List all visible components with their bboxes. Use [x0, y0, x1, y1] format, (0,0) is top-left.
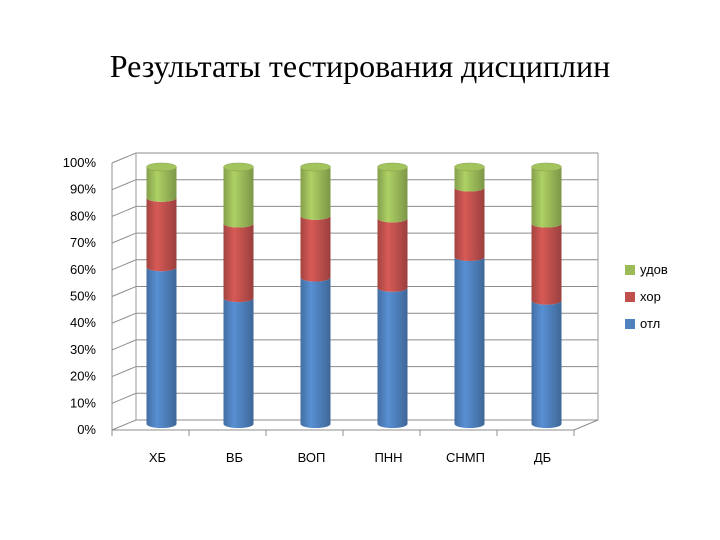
- bar-отл-ВБ: [223, 298, 254, 428]
- x-tick-label: ВБ: [226, 450, 243, 465]
- gridline: [111, 339, 598, 351]
- gridline: [111, 392, 598, 404]
- x-tick-labels: ХБ ВБ ВОП ПНН СНМП ДБ: [149, 450, 551, 465]
- gridline: [111, 259, 598, 271]
- y-tick-label: 50%: [70, 289, 96, 304]
- gridline: [111, 312, 598, 324]
- bar-top-ВОП: [300, 162, 331, 172]
- legend: удов хор отл: [625, 262, 668, 331]
- bar-удов-ХБ: [146, 167, 177, 202]
- y-tick-label: 20%: [70, 369, 96, 384]
- bar-хор-ХБ: [146, 197, 177, 272]
- bar-хор-ВОП: [300, 215, 331, 282]
- y-tick-labels: 0% 10% 20% 30% 40% 50% 60% 70% 80% 90% 100%: [63, 155, 97, 437]
- y-tick-label: 10%: [70, 395, 96, 410]
- bar-удов-ПНН: [377, 167, 408, 223]
- bar-отл-ДБ: [531, 300, 562, 428]
- bar-удов-ВОП: [300, 167, 331, 220]
- x-tick-label: ДБ: [534, 450, 551, 465]
- legend-swatch-хор: [625, 292, 635, 302]
- x-tick-label: ХБ: [149, 450, 166, 465]
- gridline: [111, 232, 598, 244]
- y-tick-label: 60%: [70, 262, 96, 277]
- y-tick-label: 30%: [70, 342, 96, 357]
- y-tick-label: 40%: [70, 315, 96, 330]
- x-tick-label: ВОП: [298, 450, 326, 465]
- y-tick-label: 90%: [70, 182, 96, 197]
- x-tick-label: ПНН: [374, 450, 402, 465]
- legend-label-отл: отл: [640, 316, 660, 331]
- gridline: [111, 205, 598, 217]
- bar-удов-ДБ: [531, 167, 562, 228]
- floor-right-edge: [573, 419, 599, 431]
- bar-удов-СНМП: [454, 167, 485, 192]
- page-title: Результаты тестирования дисциплин: [109, 48, 611, 84]
- gridline: [111, 286, 598, 297]
- bar-отл-ВОП: [300, 277, 331, 428]
- bar-top-ДБ: [531, 162, 562, 172]
- gridline: [111, 419, 598, 431]
- bar-top-ХБ: [146, 162, 177, 172]
- grid-lines: [111, 152, 598, 431]
- legend-label-удов: удов: [640, 262, 668, 277]
- legend-swatch-удов: [625, 265, 635, 275]
- bar-хор-СНМП: [454, 187, 485, 261]
- gridline: [111, 179, 598, 191]
- y-tick-label: 70%: [70, 235, 96, 250]
- bars: [146, 162, 562, 428]
- gridline: [111, 366, 598, 378]
- y-tick-label: 0%: [77, 422, 96, 437]
- bar-отл-СНМП: [454, 256, 485, 428]
- legend-swatch-отл: [625, 319, 635, 329]
- y-tick-label: 100%: [63, 155, 97, 170]
- bar-хор-ВБ: [223, 223, 254, 303]
- bar-удов-ВБ: [223, 167, 254, 228]
- bar-хор-ДБ: [531, 223, 562, 305]
- gridline: [111, 152, 598, 164]
- x-tick-label: СНМП: [446, 450, 485, 465]
- y-tick-label: 80%: [70, 208, 96, 223]
- bar-top-СНМП: [454, 162, 485, 172]
- bar-top-ВБ: [223, 162, 254, 172]
- axes: [111, 153, 599, 436]
- bar-хор-ПНН: [377, 218, 408, 292]
- legend-label-хор: хор: [640, 289, 661, 304]
- bar-top-ПНН: [377, 162, 408, 172]
- bar-отл-ПНН: [377, 287, 408, 428]
- bar-отл-ХБ: [146, 267, 177, 428]
